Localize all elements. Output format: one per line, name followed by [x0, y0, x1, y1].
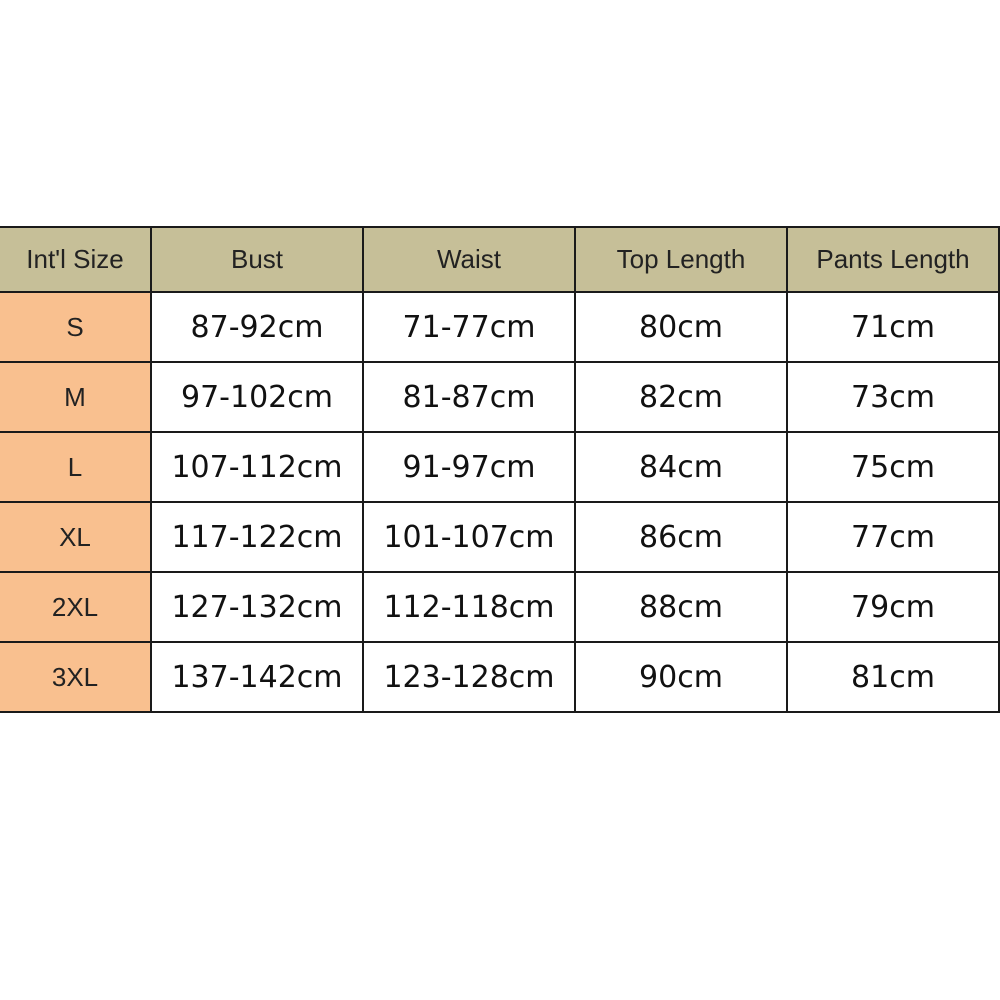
header-waist: Waist	[362, 226, 576, 293]
cell-pants-length: 81cm	[786, 641, 1000, 713]
cell-waist: 123-128cm	[362, 641, 576, 713]
cell-top-length: 86cm	[574, 501, 788, 573]
cell-bust: 137-142cm	[150, 641, 364, 713]
cell-bust: 127-132cm	[150, 571, 364, 643]
cell-size: 2XL	[0, 571, 152, 643]
cell-top-length: 90cm	[574, 641, 788, 713]
header-top-length: Top Length	[574, 226, 788, 293]
cell-waist: 91-97cm	[362, 431, 576, 503]
cell-size: M	[0, 361, 152, 433]
cell-bust: 97-102cm	[150, 361, 364, 433]
cell-bust: 117-122cm	[150, 501, 364, 573]
cell-waist: 101-107cm	[362, 501, 576, 573]
header-size: Int'l Size	[0, 226, 152, 293]
cell-bust: 87-92cm	[150, 291, 364, 363]
table-row: 3XL 137-142cm 123-128cm 90cm 81cm	[0, 641, 1000, 713]
header-pants-length: Pants Length	[786, 226, 1000, 293]
cell-pants-length: 73cm	[786, 361, 1000, 433]
header-row: Int'l Size Bust Waist Top Length Pants L…	[0, 226, 1000, 293]
size-chart-table: Int'l Size Bust Waist Top Length Pants L…	[0, 226, 1000, 713]
table-row: XL 117-122cm 101-107cm 86cm 77cm	[0, 501, 1000, 573]
cell-waist: 71-77cm	[362, 291, 576, 363]
cell-waist: 81-87cm	[362, 361, 576, 433]
cell-pants-length: 77cm	[786, 501, 1000, 573]
header-bust: Bust	[150, 226, 364, 293]
cell-size: L	[0, 431, 152, 503]
cell-size: S	[0, 291, 152, 363]
table-row: S 87-92cm 71-77cm 80cm 71cm	[0, 291, 1000, 363]
cell-size: 3XL	[0, 641, 152, 713]
cell-top-length: 88cm	[574, 571, 788, 643]
cell-size: XL	[0, 501, 152, 573]
table-row: L 107-112cm 91-97cm 84cm 75cm	[0, 431, 1000, 503]
cell-waist: 112-118cm	[362, 571, 576, 643]
table-row: M 97-102cm 81-87cm 82cm 73cm	[0, 361, 1000, 433]
table-row: 2XL 127-132cm 112-118cm 88cm 79cm	[0, 571, 1000, 643]
cell-top-length: 80cm	[574, 291, 788, 363]
cell-top-length: 82cm	[574, 361, 788, 433]
cell-pants-length: 79cm	[786, 571, 1000, 643]
cell-top-length: 84cm	[574, 431, 788, 503]
cell-pants-length: 71cm	[786, 291, 1000, 363]
cell-pants-length: 75cm	[786, 431, 1000, 503]
cell-bust: 107-112cm	[150, 431, 364, 503]
